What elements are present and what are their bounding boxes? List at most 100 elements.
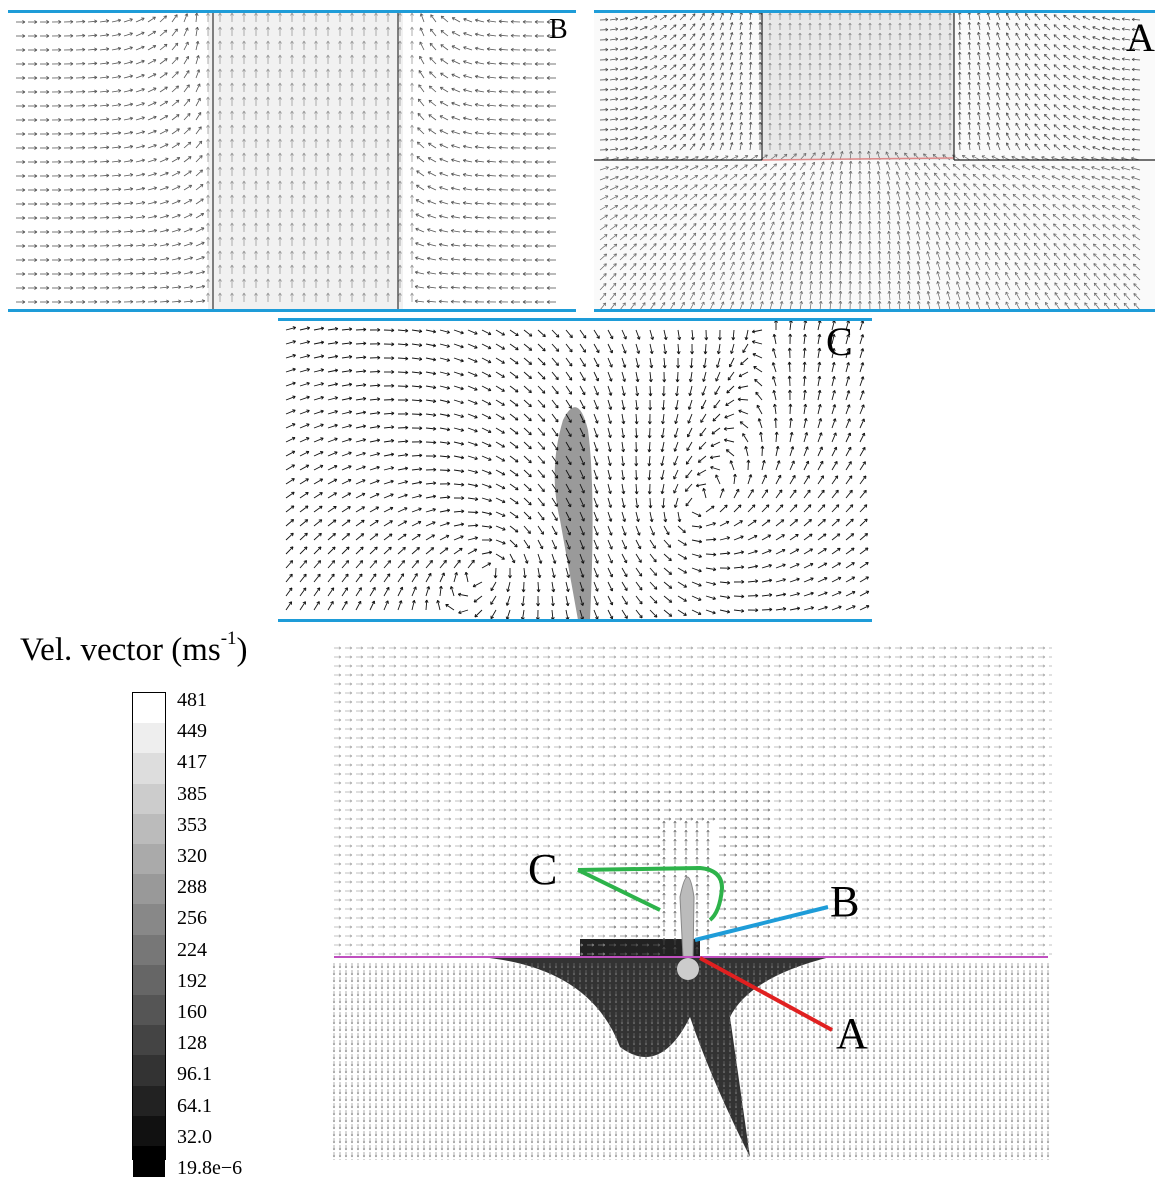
vector-arrow: [670, 65, 676, 70]
vector-arrow: [670, 85, 676, 90]
vector-arrow: [430, 58, 436, 65]
vector-arrow: [620, 264, 626, 271]
vector-arrow: [1113, 244, 1120, 250]
vector-arrow: [974, 193, 980, 200]
vector-arrow: [1094, 264, 1100, 271]
vector-arrow: [974, 184, 981, 190]
vector-arrow: [112, 260, 121, 261]
vector-arrow: [740, 174, 747, 180]
vector-arrow: [700, 194, 707, 200]
vector-arrow: [1073, 234, 1080, 240]
vector-arrow: [650, 234, 657, 240]
panel-a-vector-field: [594, 12, 1155, 312]
vector-arrow: [730, 194, 736, 201]
vector-arrow: [1024, 214, 1030, 220]
vector-arrow: [620, 254, 626, 260]
vector-arrow: [1094, 273, 1100, 280]
vector-arrow: [640, 234, 647, 240]
vector-arrow: [680, 24, 686, 30]
vector-arrow: [1054, 234, 1060, 240]
vector-arrow: [770, 173, 776, 180]
vector-arrow: [1044, 14, 1050, 20]
vector-arrow: [700, 214, 706, 221]
vector-arrow: [640, 244, 646, 250]
vector-arrow: [1053, 224, 1060, 230]
vector-arrow: [963, 174, 970, 180]
vector-arrow: [680, 44, 686, 50]
vector-arrow: [196, 141, 202, 148]
vector-arrow: [670, 115, 676, 120]
vector-arrow: [1064, 263, 1070, 270]
vector-arrow: [690, 223, 696, 230]
vector-arrow: [1064, 244, 1070, 250]
vector-arrow: [196, 170, 203, 176]
vector-arrow: [660, 234, 666, 240]
vector-arrow: [1044, 24, 1050, 30]
vector-arrow: [964, 193, 970, 200]
vector-arrow: [690, 214, 696, 220]
vector-arrow: [1114, 274, 1120, 280]
vector-arrow: [944, 173, 950, 180]
vector-arrow: [1083, 234, 1090, 240]
vector-arrow: [184, 142, 191, 148]
vector-arrow: [670, 75, 676, 80]
vector-arrow: [184, 113, 190, 120]
vector-arrow: [943, 164, 950, 170]
vector-arrow: [1044, 84, 1050, 90]
vector-arrow: [1093, 234, 1100, 240]
vector-arrow: [670, 55, 676, 60]
vector-arrow: [660, 224, 667, 230]
vector-arrow: [710, 204, 716, 210]
vector-arrow: [160, 16, 167, 22]
vector-arrow: [670, 25, 676, 30]
vector-arrow: [1114, 264, 1121, 270]
vector-arrow: [610, 283, 616, 290]
vector-arrow: [680, 124, 686, 130]
vector-arrow: [680, 104, 686, 110]
vector-arrow: [850, 211, 851, 220]
vector-arrow: [1044, 34, 1050, 40]
vector-arrow: [730, 203, 736, 210]
panel-b: [8, 12, 576, 312]
vector-arrow: [172, 86, 179, 92]
vector-arrow: [1104, 264, 1110, 270]
vector-arrow: [953, 164, 960, 170]
vector-arrow: [750, 193, 756, 200]
vector-arrow: [1044, 124, 1050, 130]
vector-arrow: [994, 194, 1001, 200]
vector-arrow: [640, 224, 647, 230]
vector-arrow: [680, 144, 686, 150]
vector-arrow: [660, 214, 667, 220]
vector-arrow: [720, 213, 726, 220]
vector-arrow: [630, 263, 636, 270]
vector-arrow: [600, 254, 607, 260]
vector-arrow: [760, 174, 766, 180]
vector-arrow: [441, 16, 448, 22]
vector-arrow: [670, 45, 676, 50]
vector-arrow: [730, 184, 737, 190]
vector-arrow: [1054, 253, 1060, 260]
vector-arrow: [680, 224, 686, 230]
vector-arrow: [1004, 223, 1010, 230]
vector-arrow: [610, 273, 616, 280]
vector-arrow: [670, 234, 676, 241]
vector-arrow: [670, 243, 676, 250]
vector-arrow: [184, 99, 190, 106]
vector-arrow: [1074, 254, 1080, 261]
panel-a: [594, 12, 1155, 312]
vector-arrow: [670, 145, 676, 150]
vector-arrow: [630, 234, 637, 240]
vector-arrow: [1023, 204, 1030, 210]
vector-arrow: [620, 244, 627, 250]
vector-arrow: [620, 234, 627, 240]
vector-arrow: [430, 72, 437, 78]
vector-arrow: [1044, 44, 1050, 50]
vector-arrow: [1064, 253, 1070, 260]
vector-arrow: [670, 105, 676, 110]
panel-b-bottom-bar: [8, 309, 576, 312]
vector-arrow: [750, 174, 757, 180]
vector-arrow: [1113, 254, 1120, 260]
vector-arrow: [1003, 194, 1010, 200]
vector-arrow: [429, 86, 436, 92]
vector-arrow: [640, 253, 646, 260]
